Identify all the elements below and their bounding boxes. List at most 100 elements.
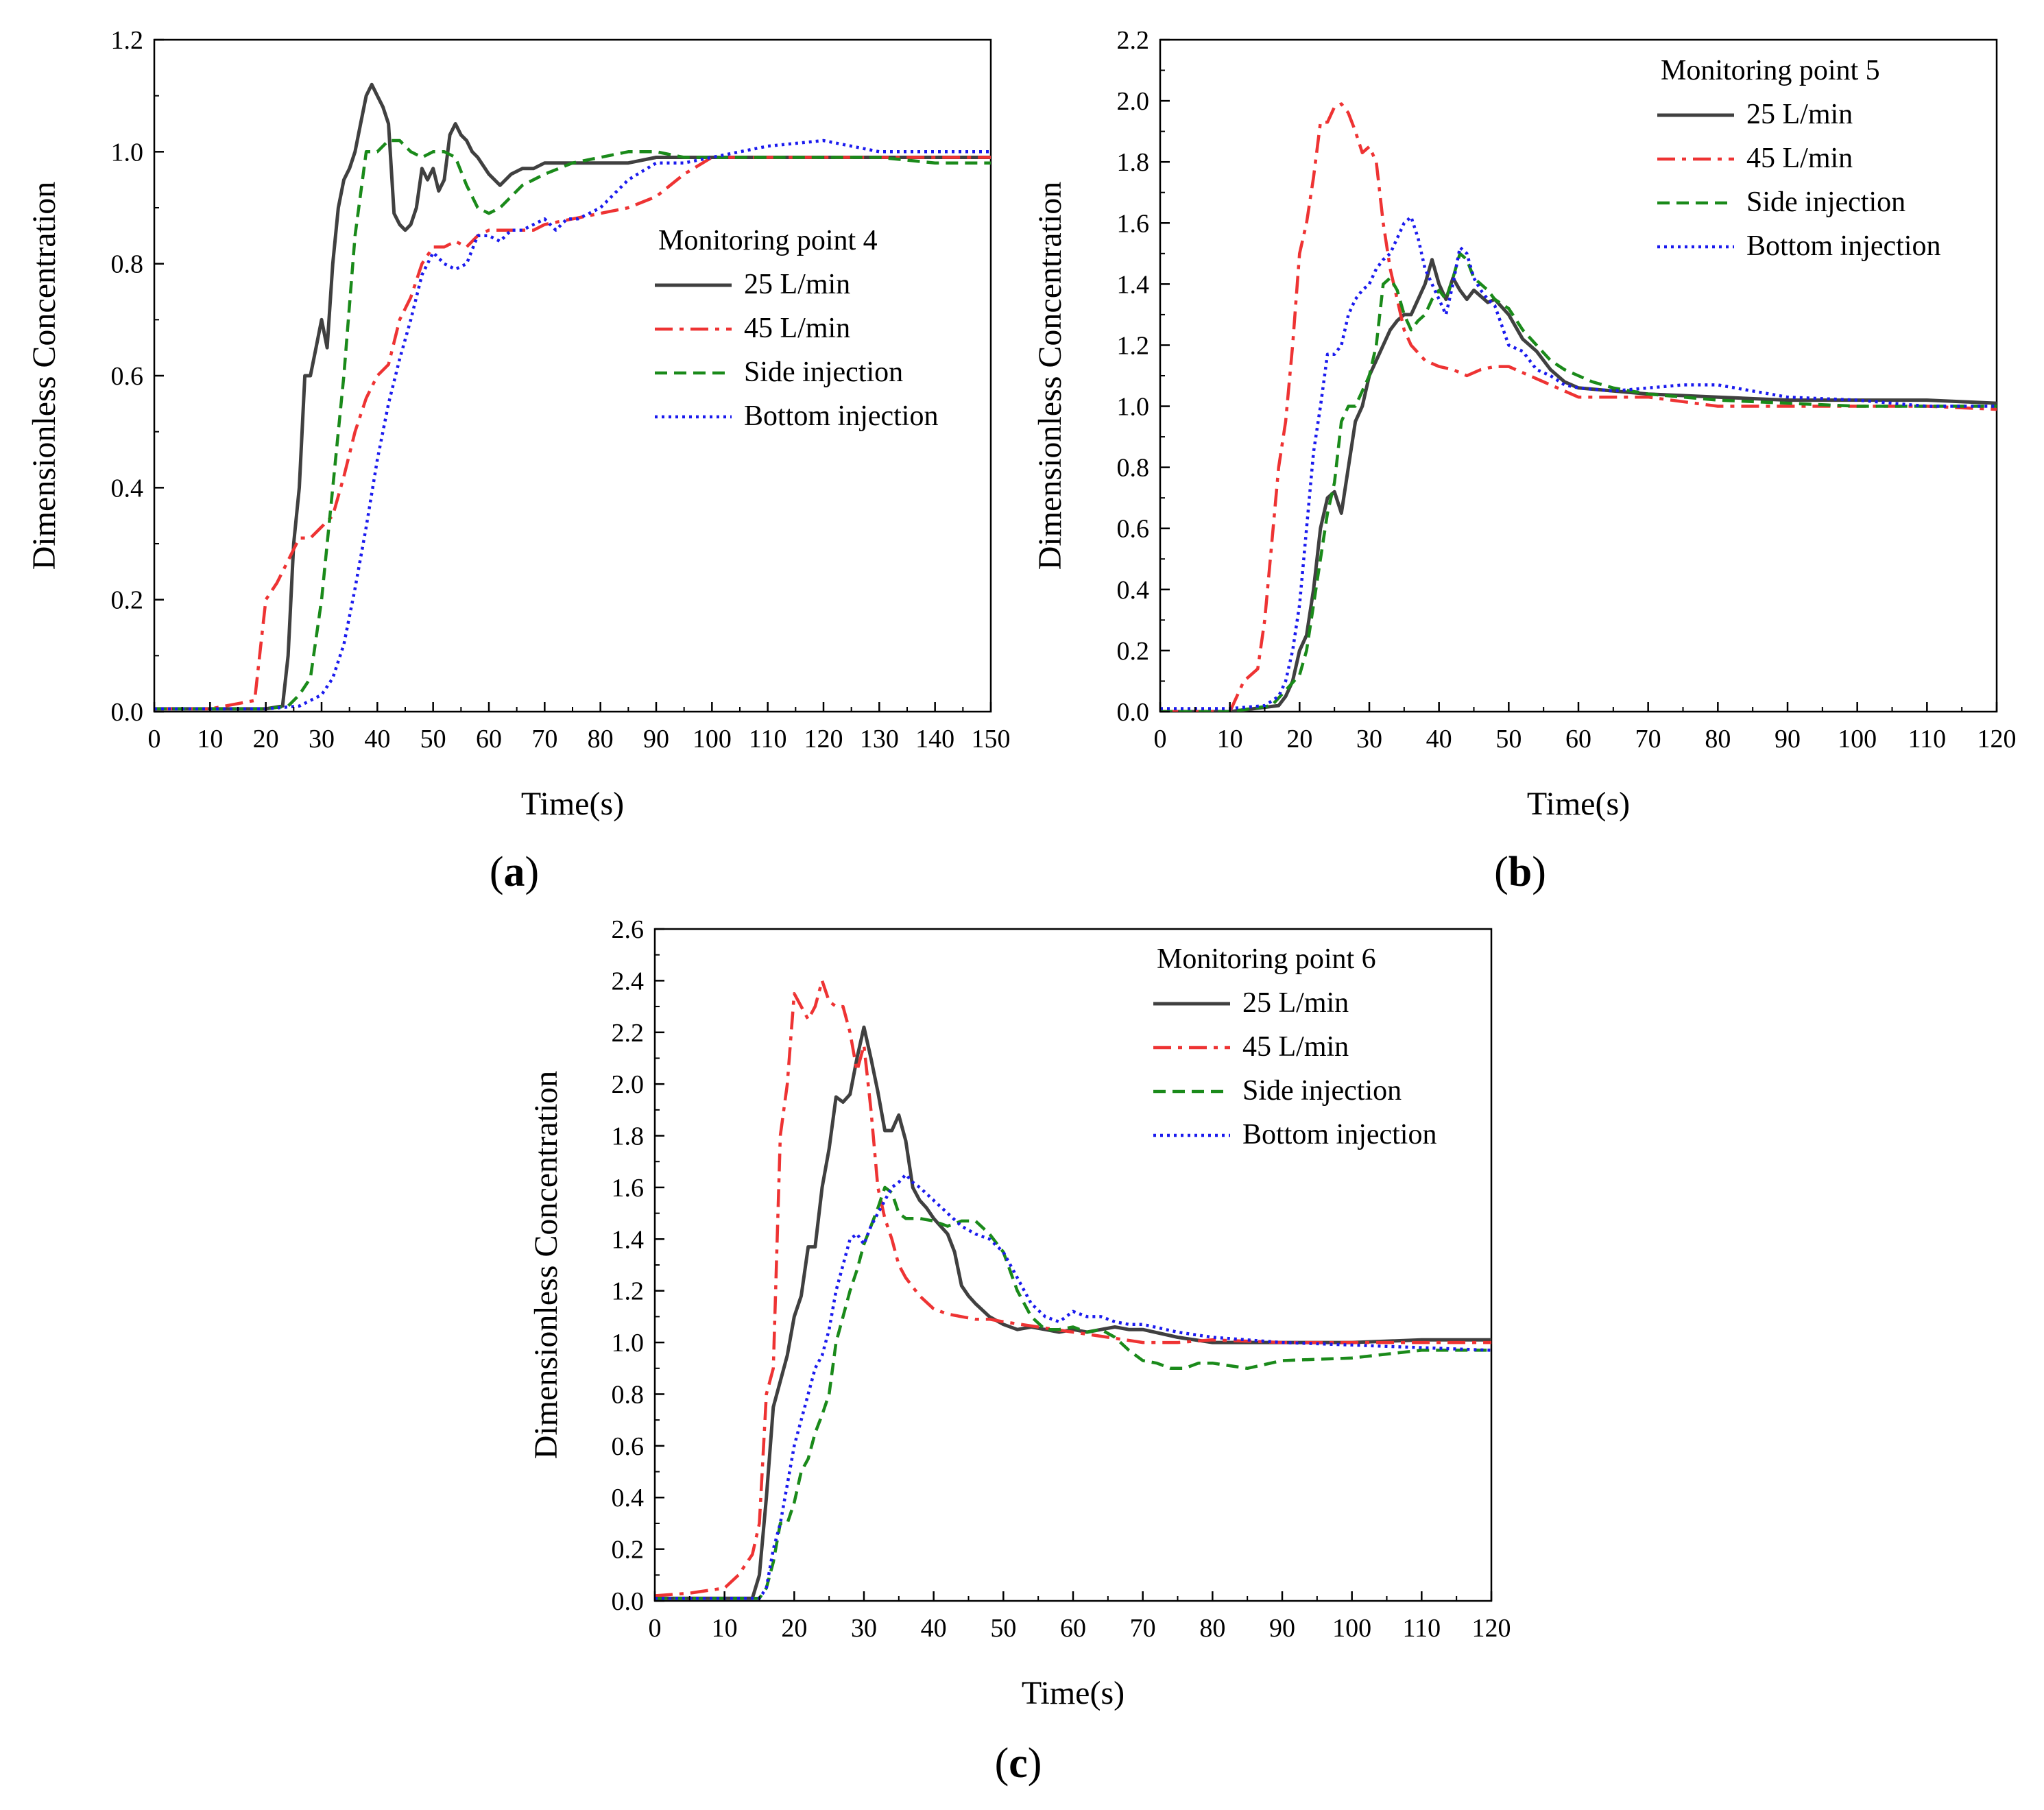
legend-entry-label: Side injection — [1746, 186, 1905, 218]
x-axis-label: Time(s) — [1527, 786, 1630, 822]
legend-entry-label: 45 L/min — [1242, 1031, 1349, 1063]
plot-area-frame — [653, 928, 1493, 1602]
panel-letter: c — [1009, 1740, 1028, 1787]
series-line-45-l-min — [655, 979, 1491, 1597]
y-tick-label: 1.2 — [612, 1277, 645, 1306]
legend-entry-label: 25 L/min — [1242, 987, 1349, 1019]
y-tick-label: 1.6 — [612, 1174, 645, 1203]
y-tick-label: 0.4 — [111, 474, 144, 503]
x-tick-label: 80 — [588, 725, 614, 753]
series-layer — [154, 82, 991, 711]
legend-title: Monitoring point 4 — [658, 225, 878, 256]
x-tick-label: 0 — [148, 725, 161, 753]
x-tick-label: 30 — [1356, 725, 1382, 753]
legend: Monitoring point 6 25 L/min 45 L/min Side i… — [1153, 943, 1436, 1150]
y-tick-label: 0.0 — [1117, 698, 1150, 727]
chart-panel-c: 0 10 20 30 40 50 60 70 80 90 100 110 120 0.0 0.2 0.4 0.6… — [528, 915, 1511, 1787]
legend-title: Monitoring point 6 — [1157, 943, 1376, 975]
x-tick-label: 70 — [1130, 1614, 1156, 1643]
y-tick-label: 1.6 — [1117, 209, 1150, 238]
legend-entry-label: Side injection — [1242, 1075, 1402, 1107]
y-axis-label: Dimensionless Concentration — [1032, 182, 1068, 570]
x-tick-label: 10 — [712, 1614, 738, 1643]
y-tick-label: 0.8 — [612, 1380, 645, 1409]
legend-entry-label: Bottom injection — [1746, 230, 1940, 262]
y-tick-label: 1.0 — [111, 138, 144, 167]
series-layer — [1160, 102, 1997, 712]
y-tick-label: 0.4 — [612, 1484, 645, 1512]
series-line-25-l-min — [655, 1025, 1491, 1600]
y-tick-label: 1.0 — [612, 1329, 645, 1358]
x-tick-label: 90 — [1775, 725, 1801, 753]
x-tick-label: 70 — [531, 725, 557, 753]
y-tick-label: 1.0 — [1117, 393, 1150, 422]
series-line-bottom-injection — [655, 1172, 1491, 1600]
y-tick-label: 2.4 — [612, 967, 645, 995]
y-tick-label: 0.8 — [1117, 454, 1150, 483]
x-tick-label: 60 — [1565, 725, 1591, 753]
y-tick-label: 1.2 — [1117, 331, 1150, 360]
legend: Monitoring point 5 25 L/min 45 L/min Side i… — [1657, 55, 1940, 262]
ticks-layer: 0 10 20 30 40 50 60 70 80 90 100 110 120 0.0 0.2 0.4 0.6… — [1117, 26, 2017, 753]
legend-entry-label: 25 L/min — [1746, 99, 1853, 130]
x-tick-label: 110 — [1403, 1614, 1441, 1643]
x-axis-label: Time(s) — [521, 786, 624, 822]
x-tick-label: 150 — [972, 725, 1011, 753]
x-tick-label: 0 — [1154, 725, 1167, 753]
x-tick-label: 100 — [1332, 1614, 1371, 1643]
panel-label-a: (a) — [490, 849, 539, 895]
x-tick-label: 70 — [1635, 725, 1661, 753]
y-axis-label: Dimensionless Concentration — [26, 182, 62, 570]
x-tick-label: 140 — [915, 725, 954, 753]
y-tick-label: 0.2 — [1117, 637, 1150, 666]
legend-entry-label: Bottom injection — [744, 400, 938, 432]
series-line-side-injection — [154, 138, 991, 711]
series-line-25-l-min — [154, 82, 991, 711]
x-tick-label: 60 — [476, 725, 502, 753]
series-line-side-injection — [655, 1185, 1491, 1600]
x-axis-label: Time(s) — [1022, 1675, 1125, 1711]
legend-title: Monitoring point 5 — [1661, 55, 1880, 86]
legend-entry-label: 45 L/min — [1746, 143, 1853, 174]
legend-entry-label: 25 L/min — [744, 269, 850, 300]
x-tick-label: 60 — [1060, 1614, 1086, 1643]
x-tick-label: 90 — [1269, 1614, 1295, 1643]
x-tick-label: 120 — [1472, 1614, 1511, 1643]
y-tick-label: 0.2 — [111, 586, 144, 615]
ticks-layer: 0 10 20 30 40 50 60 70 80 90 100 110 120 130 140 150 0.0… — [111, 26, 1011, 753]
y-tick-label: 0.2 — [612, 1536, 645, 1565]
x-tick-label: 10 — [1217, 725, 1243, 753]
y-tick-label: 0.6 — [1117, 515, 1150, 544]
chart-panel-b: 0 10 20 30 40 50 60 70 80 90 100 110 120 0.0 0.2 0.4 0.6… — [1032, 26, 2017, 895]
series-layer — [655, 979, 1491, 1600]
y-tick-label: 1.4 — [612, 1225, 645, 1254]
x-tick-label: 20 — [253, 725, 279, 753]
y-tick-label: 0.6 — [612, 1432, 645, 1461]
y-tick-label: 1.4 — [1117, 270, 1150, 299]
series-line-side-injection — [1160, 252, 1997, 712]
x-tick-label: 40 — [1426, 725, 1452, 753]
legend: Monitoring point 4 25 L/min 45 L/min Side i… — [655, 225, 938, 432]
panel-label-c: (c) — [995, 1740, 1042, 1787]
y-tick-label: 2.6 — [612, 915, 645, 944]
x-tick-label: 30 — [851, 1614, 877, 1643]
x-tick-label: 110 — [749, 725, 787, 753]
y-axis-label: Dimensionless Concentration — [528, 1071, 564, 1460]
series-line-bottom-injection — [154, 138, 991, 711]
legend-entry-label: 45 L/min — [744, 313, 850, 344]
x-tick-label: 40 — [364, 725, 390, 753]
x-tick-label: 80 — [1705, 725, 1731, 753]
x-tick-label: 110 — [1908, 725, 1947, 753]
series-line-45-l-min — [154, 156, 991, 711]
x-tick-label: 100 — [1838, 725, 1877, 753]
x-tick-label: 120 — [1977, 725, 2017, 753]
x-tick-label: 50 — [990, 1614, 1016, 1643]
y-tick-label: 2.2 — [1117, 26, 1150, 55]
ticks-layer: 0 10 20 30 40 50 60 70 80 90 100 110 120 0.0 0.2 0.4 0.6… — [612, 915, 1511, 1643]
legend-entry-label: Side injection — [744, 357, 903, 388]
x-tick-label: 30 — [309, 725, 335, 753]
y-tick-label: 1.2 — [111, 26, 144, 55]
x-tick-label: 40 — [921, 1614, 947, 1643]
series-line-25-l-min — [1160, 258, 1997, 712]
